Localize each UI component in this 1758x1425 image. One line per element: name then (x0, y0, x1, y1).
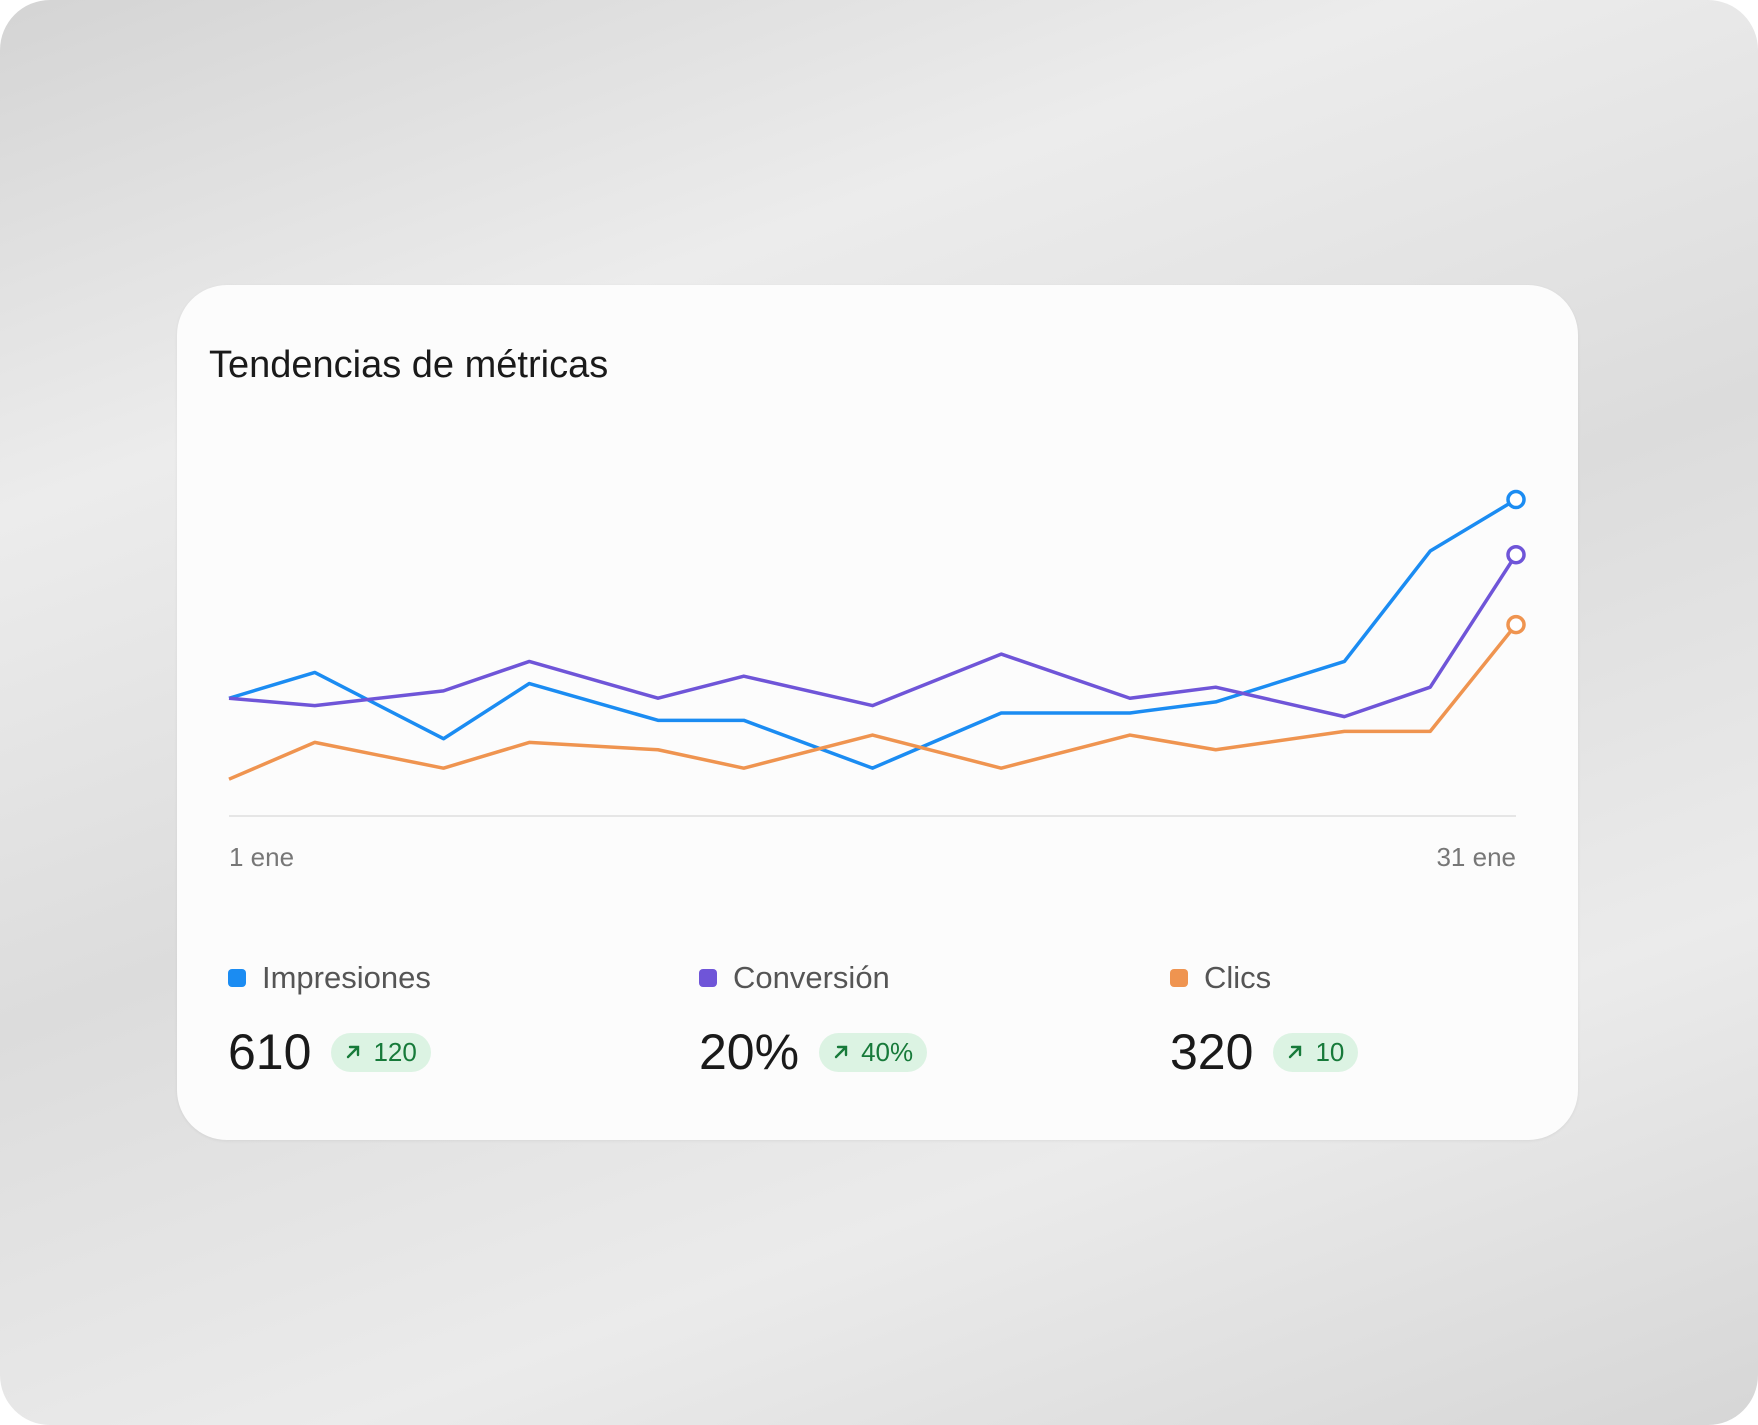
chart-title: Tendencias de métricas (209, 344, 608, 386)
summary-row: 320 10 (1170, 1023, 1359, 1081)
end-point (1506, 614, 1526, 635)
legend-item: Clics 320 10 (1170, 955, 1359, 1081)
x-tick-label: 1 ene (229, 842, 294, 872)
summary-row: 20% 40% (699, 1023, 928, 1081)
legend-swatch (1170, 969, 1188, 987)
end-point (1506, 489, 1526, 510)
arrow (834, 1045, 848, 1059)
change-value: 10 (1315, 1036, 1345, 1067)
legend-head: Impresiones (228, 955, 431, 1001)
legend-name: Impresiones (262, 960, 431, 995)
series-line (228, 553, 1518, 719)
legend-swatch (699, 969, 717, 987)
legend-head: Conversión (699, 955, 927, 1001)
legend-name: Clics (1204, 960, 1272, 995)
summary-total: 20% (699, 1024, 800, 1080)
arrow (1289, 1045, 1302, 1059)
change-value: 40% (861, 1036, 914, 1067)
series-line (228, 498, 1517, 770)
legend-item: Conversión 20% 40% (699, 955, 928, 1081)
end-point (1506, 544, 1526, 565)
x-tick-label: 31 ene (1436, 842, 1516, 872)
summary-total: 320 (1170, 1024, 1254, 1080)
change-badge: 40% (819, 1032, 928, 1072)
summary-total: 610 (228, 1024, 312, 1080)
change-value: 120 (373, 1036, 417, 1067)
series-line (228, 623, 1518, 781)
legend-head: Clics (1170, 955, 1358, 1001)
legend-swatch (228, 969, 246, 987)
change-badge: 120 (331, 1032, 431, 1072)
change-badge: 10 (1273, 1032, 1359, 1072)
arrow-icon (834, 1045, 848, 1059)
chart: Tendencias de métricas 1 ene 31 ene (209, 344, 1526, 872)
arrow-icon (1289, 1045, 1302, 1059)
legend-name: Conversión (733, 960, 890, 995)
legend-item: Impresiones 610 120 (228, 955, 431, 1081)
card: Tendencias de métricas 1 ene 31 ene Impre… (177, 285, 1578, 1140)
arrow-icon (347, 1045, 360, 1059)
summary-row: 610 120 (228, 1023, 431, 1081)
arrow (347, 1045, 360, 1059)
